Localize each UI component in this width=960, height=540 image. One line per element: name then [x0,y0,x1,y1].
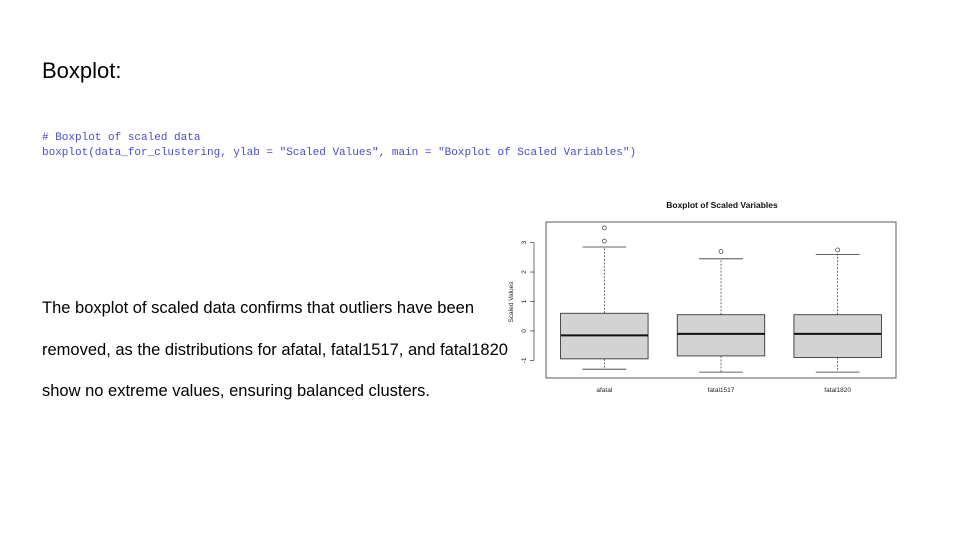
x-tick-label: fatal1820 [824,387,851,394]
box-fatal1820 [793,314,882,358]
chart-title: Boxplot of Scaled Variables [666,200,778,210]
y-tick-label: 2 [521,270,528,274]
y-tick-label: 0 [521,329,528,333]
outlier-point [718,249,724,254]
slide-title: Boxplot: [42,58,122,83]
outlier-point [835,247,841,253]
body-text: The boxplot of scaled data confirms that… [42,299,508,400]
code-comment-line: # Boxplot of scaled data [42,132,201,144]
code-call-line: boxplot(data_for_clustering, ylab = "Sca… [42,147,637,159]
plot-layer: -1 0 1 2 3 afatal fatal1517 fatal1820 [521,221,897,394]
y-tick-label: 3 [521,240,528,244]
x-tick-label: afatal [596,387,612,394]
x-tick-label: fatal1517 [708,387,735,394]
plot-frame [545,221,897,379]
outlier-point [601,238,607,244]
box-fatal1517 [676,314,766,357]
boxplot-chart: Boxplot of Scaled Variables Scaled Value… [508,200,897,394]
y-tick-label: -1 [521,357,528,363]
y-axis-label: Scaled Values [508,281,515,323]
y-tick-label: 1 [521,299,528,303]
outlier-point [601,225,607,231]
code-block: # Boxplot of scaled data boxplot(data_for… [42,131,636,161]
